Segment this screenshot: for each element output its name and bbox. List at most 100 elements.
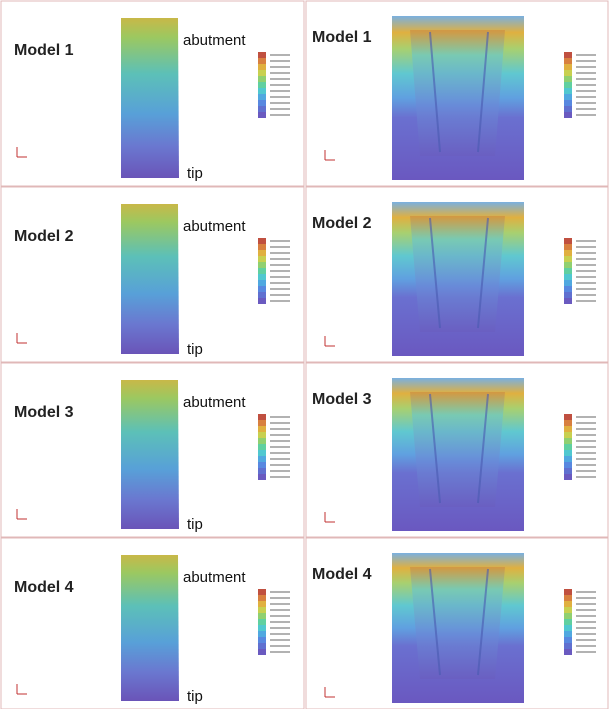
- model-title: Model 3: [14, 404, 74, 421]
- tip-label: tip: [187, 516, 203, 533]
- colorbar-cell: [258, 100, 266, 106]
- colorbar-cell: [564, 595, 572, 601]
- abutment-label: abutment: [183, 218, 246, 235]
- colorbar-cell: [564, 298, 572, 304]
- colorbar-cell: [564, 637, 572, 643]
- colorbar-cell: [258, 64, 266, 70]
- model-title: Model 4: [14, 579, 74, 596]
- abutment-label: abutment: [183, 394, 246, 411]
- colorbar-cell: [564, 438, 572, 444]
- colorbar-cell: [258, 444, 266, 450]
- colorbar-cell: [258, 414, 266, 420]
- colorbar-cell: [258, 82, 266, 88]
- colorbar-cell: [564, 456, 572, 462]
- colorbar-cell: [258, 280, 266, 286]
- implant-hole: [410, 392, 505, 507]
- colorbar-cell: [258, 637, 266, 643]
- colorbar-cell: [258, 426, 266, 432]
- colorbar-cell: [564, 474, 572, 480]
- colorbar-cell: [564, 100, 572, 106]
- colorbar-cell: [564, 462, 572, 468]
- axis-triad: [325, 336, 335, 346]
- colorbar-cell: [564, 64, 572, 70]
- colorbar-cell: [564, 244, 572, 250]
- implant-contour: [121, 18, 179, 178]
- colorbar-cell: [258, 613, 266, 619]
- colorbar-cell: [258, 450, 266, 456]
- colorbar-cell: [564, 238, 572, 244]
- colorbar-cell: [564, 88, 572, 94]
- colorbar-cell: [258, 106, 266, 112]
- colorbar-cell: [258, 262, 266, 268]
- model-title: Model 1: [312, 29, 372, 46]
- tip-label: tip: [187, 165, 203, 182]
- abutment-label: abutment: [183, 569, 246, 586]
- colorbar-cell: [564, 76, 572, 82]
- colorbar-cell: [564, 292, 572, 298]
- colorbar-cell: [258, 643, 266, 649]
- colorbar-cell: [564, 468, 572, 474]
- model-title: Model 1: [14, 42, 74, 59]
- colorbar-cell: [258, 238, 266, 244]
- colorbar-cell: [258, 256, 266, 262]
- implant-hole: [410, 30, 505, 156]
- colorbar-cell: [258, 292, 266, 298]
- colorbar-cell: [564, 70, 572, 76]
- colorbar-cell: [564, 256, 572, 262]
- colorbar-cell: [258, 94, 266, 100]
- colorbar-cell: [564, 280, 572, 286]
- model-title: Model 2: [312, 215, 372, 232]
- colorbar-cell: [564, 58, 572, 64]
- colorbar-cell: [258, 468, 266, 474]
- colorbar-cell: [564, 426, 572, 432]
- implant-contour: [121, 204, 179, 354]
- axis-triad: [17, 509, 27, 519]
- colorbar-cell: [564, 286, 572, 292]
- colorbar-cell: [564, 262, 572, 268]
- colorbar-cell: [564, 631, 572, 637]
- model-title: Model 2: [14, 228, 74, 245]
- colorbar-cell: [258, 274, 266, 280]
- colorbar-cell: [258, 474, 266, 480]
- model-title: Model 4: [312, 566, 372, 583]
- colorbar-cell: [564, 625, 572, 631]
- colorbar-cell: [564, 589, 572, 595]
- panels: Model 1 abutment tip Model 1 Model 2 abutment…: [1, 1, 608, 709]
- colorbar-cell: [258, 244, 266, 250]
- implant-hole: [410, 567, 505, 679]
- colorbar-cell: [564, 619, 572, 625]
- colorbar-cell: [258, 268, 266, 274]
- colorbar-cell: [258, 589, 266, 595]
- colorbar-cell: [258, 420, 266, 426]
- colorbar-cell: [258, 456, 266, 462]
- colorbar-cell: [258, 88, 266, 94]
- colorbar-cell: [564, 613, 572, 619]
- colorbar-cell: [564, 112, 572, 118]
- colorbar-cell: [258, 619, 266, 625]
- colorbar-cell: [564, 94, 572, 100]
- colorbar-cell: [258, 438, 266, 444]
- implant-contour: [121, 555, 179, 701]
- colorbar-cell: [564, 250, 572, 256]
- axis-triad: [17, 333, 27, 343]
- colorbar-cell: [564, 643, 572, 649]
- model-title: Model 3: [312, 391, 372, 408]
- colorbar-cell: [258, 462, 266, 468]
- axis-triad: [325, 687, 335, 697]
- colorbar-cell: [564, 82, 572, 88]
- colorbar-cell: [258, 631, 266, 637]
- colorbar-cell: [564, 414, 572, 420]
- axis-triad: [325, 512, 335, 522]
- abutment-label: abutment: [183, 32, 246, 49]
- colorbar-cell: [564, 420, 572, 426]
- colorbar-cell: [258, 52, 266, 58]
- colorbar-cell: [564, 268, 572, 274]
- colorbar-cell: [564, 106, 572, 112]
- tip-label: tip: [187, 341, 203, 358]
- colorbar-cell: [564, 649, 572, 655]
- colorbar-cell: [564, 607, 572, 613]
- axis-triad: [17, 147, 27, 157]
- colorbar-cell: [258, 76, 266, 82]
- colorbar-cell: [258, 298, 266, 304]
- colorbar-cell: [258, 601, 266, 607]
